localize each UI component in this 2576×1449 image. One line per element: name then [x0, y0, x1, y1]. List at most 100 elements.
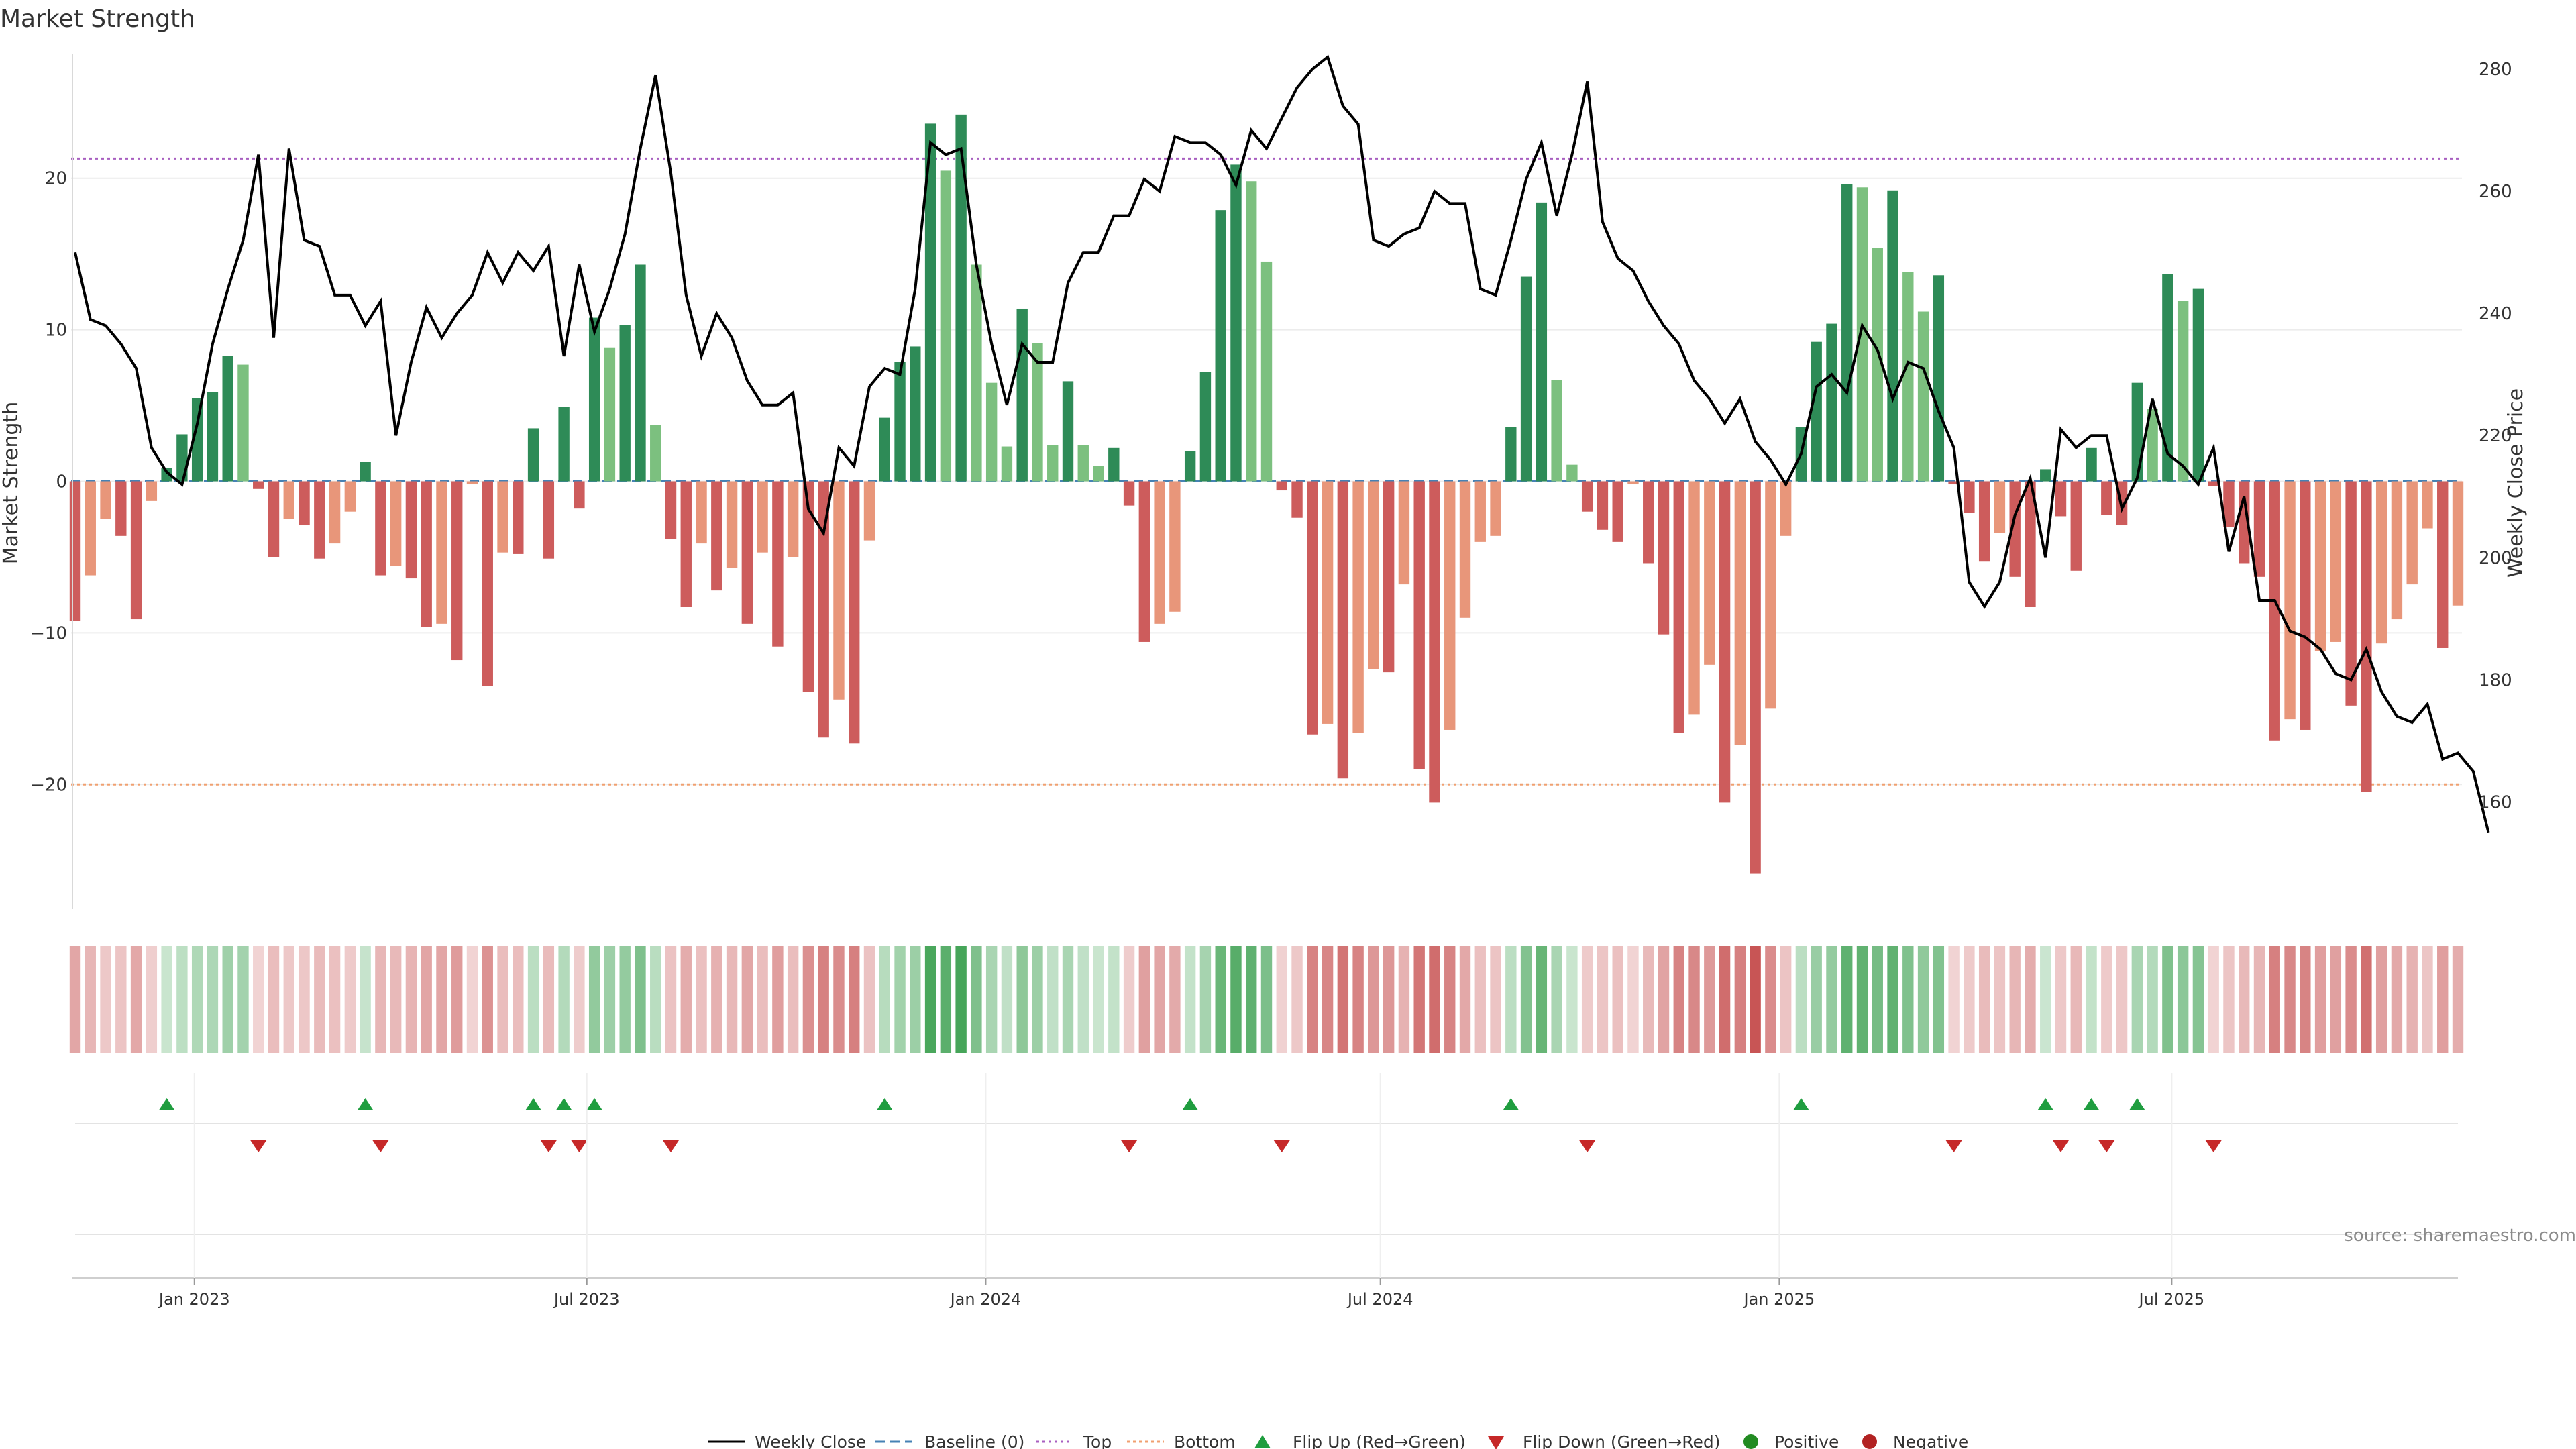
- y-tick-label: 0: [56, 472, 67, 492]
- flip-up-marker: [525, 1098, 542, 1110]
- strength-bar: [115, 481, 127, 536]
- heat-cell: [2223, 946, 2235, 1053]
- heat-cell: [2239, 946, 2250, 1053]
- strength-bar: [2391, 481, 2403, 620]
- heat-cell: [619, 946, 631, 1053]
- strength-bar: [1138, 481, 1150, 642]
- heat-cell: [833, 946, 845, 1053]
- strength-bar: [2314, 481, 2326, 651]
- strength-bar: [1276, 481, 1287, 491]
- heat-cell: [2375, 946, 2387, 1053]
- strength-bar: [1887, 190, 1898, 482]
- strength-bar: [680, 481, 692, 607]
- strength-bar: [894, 362, 906, 482]
- flip-down-marker: [2053, 1140, 2069, 1152]
- strength-bar: [2192, 288, 2204, 482]
- heat-cell: [2300, 946, 2311, 1053]
- heat-cell: [2070, 946, 2082, 1053]
- x-tick-label: Jul 2024: [1346, 1290, 1413, 1309]
- strength-bar: [818, 481, 829, 738]
- heat-cell: [2101, 946, 2112, 1053]
- y2-tick-label: 220: [2479, 426, 2512, 446]
- strength-bar: [1902, 272, 1914, 482]
- heat-cell: [1612, 946, 1623, 1053]
- strength-bar: [436, 481, 447, 624]
- heat-cell: [1368, 946, 1379, 1053]
- heat-cell: [2437, 946, 2449, 1053]
- legend-flip-down-swatch: [1488, 1436, 1504, 1449]
- x-tick-label: Jul 2023: [553, 1290, 620, 1309]
- heat-cell: [314, 946, 325, 1053]
- heat-cell: [1673, 946, 1684, 1053]
- legend: Weekly Close Baseline (0) Top Bottom Fli…: [708, 1432, 1968, 1449]
- heat-cell: [802, 946, 814, 1053]
- strength-bar: [2208, 481, 2219, 486]
- y-tick-label: 20: [45, 169, 67, 189]
- heat-cell: [1948, 946, 1960, 1053]
- strength-bar: [146, 481, 158, 501]
- heat-cell: [375, 946, 386, 1053]
- strength-bar: [741, 481, 753, 624]
- heat-cell: [1047, 946, 1059, 1053]
- heat-cell: [161, 946, 172, 1053]
- strength-bar: [2223, 481, 2235, 527]
- heat-cell: [1062, 946, 1074, 1053]
- strength-bar: [482, 481, 493, 686]
- heat-cell: [1841, 946, 1853, 1053]
- strength-bar: [757, 481, 768, 553]
- heat-cell: [344, 946, 356, 1053]
- heat-cell: [2345, 946, 2357, 1053]
- strength-bar: [1826, 323, 1837, 482]
- strength-bar: [1872, 248, 1883, 482]
- strength-bar: [1322, 481, 1334, 724]
- heat-cell: [1016, 946, 1028, 1053]
- heat-cell: [772, 946, 784, 1053]
- flip-up-marker: [2037, 1098, 2054, 1110]
- heat-cell: [680, 946, 692, 1053]
- heat-cell: [2147, 946, 2158, 1053]
- heat-cell: [1001, 946, 1013, 1053]
- heat-cell: [130, 946, 142, 1053]
- strength-bar: [1612, 481, 1623, 542]
- heat-cell: [2253, 946, 2265, 1053]
- heat-cell: [2361, 946, 2372, 1053]
- strength-bar: [69, 481, 81, 621]
- flip-down-marker: [1121, 1140, 1138, 1152]
- strength-bar: [2253, 481, 2265, 577]
- heat-cell: [741, 946, 753, 1053]
- strength-bar: [1123, 481, 1135, 506]
- heat-cell: [513, 946, 524, 1053]
- flip-up-marker: [876, 1098, 893, 1110]
- chart-title: Market Strength: [0, 5, 195, 33]
- strength-bar: [1016, 308, 1028, 482]
- strength-heat-strip: [69, 946, 2464, 1053]
- heat-cell: [1643, 946, 1654, 1053]
- strength-bar: [849, 481, 860, 744]
- heat-cell: [1246, 946, 1257, 1053]
- heat-cell: [497, 946, 508, 1053]
- strength-bar: [924, 123, 936, 482]
- strength-bar: [2406, 481, 2418, 585]
- heat-cell: [2192, 946, 2204, 1053]
- strength-bar: [1536, 202, 1548, 482]
- heat-cell: [635, 946, 646, 1053]
- heat-cell: [390, 946, 402, 1053]
- flip-up-marker: [1182, 1098, 1199, 1110]
- strength-bar: [1856, 187, 1868, 482]
- strength-bar: [543, 481, 555, 559]
- strength-bar: [283, 481, 294, 519]
- strength-bar: [1765, 481, 1776, 709]
- legend-positive-swatch: [1743, 1434, 1758, 1449]
- heat-cell: [1352, 946, 1364, 1053]
- flip-down-marker: [250, 1140, 267, 1152]
- heat-cell: [1260, 946, 1273, 1053]
- strength-bar: [1169, 481, 1181, 612]
- flip-up-marker: [555, 1098, 572, 1110]
- legend-bottom: Bottom: [1174, 1432, 1236, 1449]
- heat-cell: [2284, 946, 2296, 1053]
- y2-tick-label: 160: [2479, 792, 2512, 812]
- heat-cell: [1215, 946, 1226, 1053]
- heat-cell: [924, 946, 936, 1053]
- y-tick-label: −10: [30, 623, 67, 643]
